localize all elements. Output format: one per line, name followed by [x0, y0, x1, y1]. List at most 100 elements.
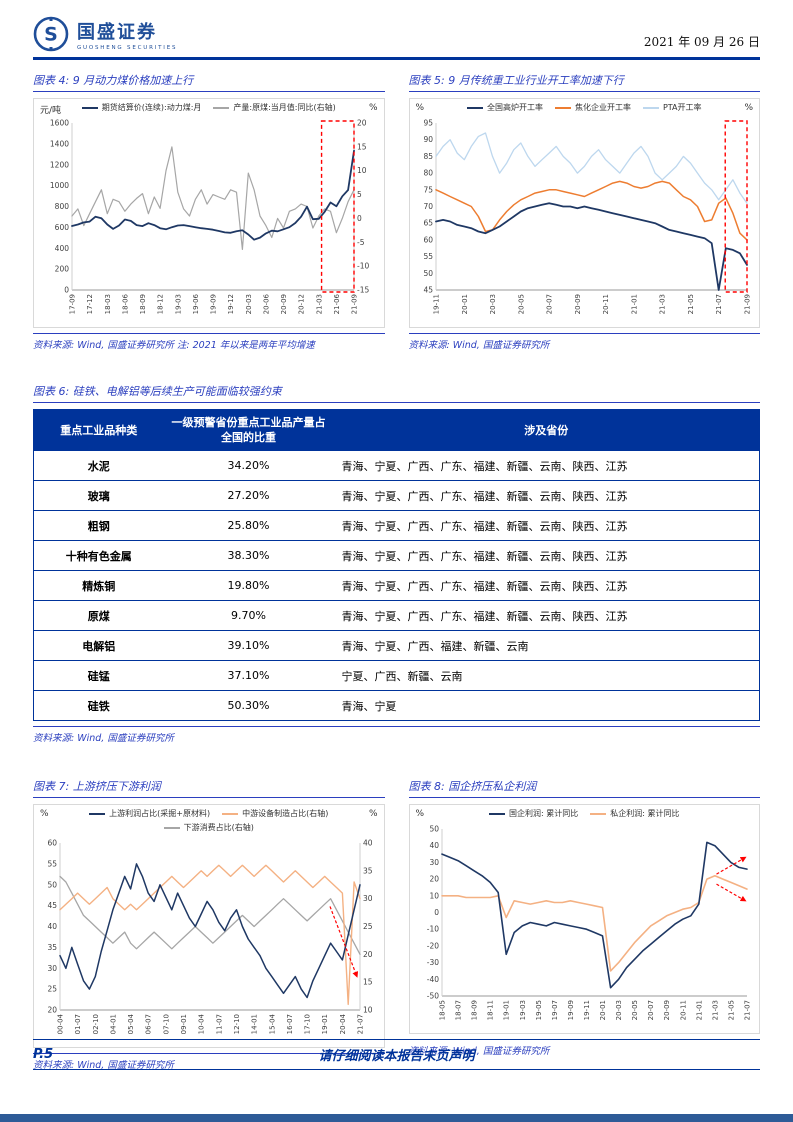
figure-5: 图表 5: 9 月传统重工业行业开工率加速下行 % % 全国高炉开工率 焦化企业开…: [408, 72, 760, 351]
svg-text:1200: 1200: [50, 160, 69, 169]
figure-8-legend: 国企利润: 累计同比 私企利润: 累计同比: [438, 808, 732, 820]
legend-label: 全国高炉开工率: [486, 103, 543, 112]
svg-text:20-04: 20-04: [339, 1013, 347, 1034]
svg-text:20-05: 20-05: [517, 294, 525, 314]
svg-text:19-07: 19-07: [550, 1000, 558, 1020]
legend-item: 中游设备制造占比(右轴): [222, 808, 328, 820]
legend-item: 全国高炉开工率: [466, 102, 543, 114]
legend-item: 焦化企业开工率: [554, 102, 631, 114]
brand-logo: S 国盛证券 GUOSHENG SECURITIES: [33, 16, 177, 52]
svg-text:0: 0: [434, 908, 439, 917]
product-name-cell: 精炼铜: [33, 570, 164, 601]
svg-text:14-01: 14-01: [251, 1014, 259, 1034]
svg-text:19-09: 19-09: [210, 294, 218, 314]
svg-text:20-07: 20-07: [647, 1000, 655, 1020]
axis-unit-left: %: [415, 103, 425, 113]
industry-table: 重点工业品种类 一级预警省份重点工业品产量占全国的比重 涉及省份 水泥 34.20% 青…: [33, 409, 760, 721]
svg-text:-5: -5: [357, 238, 365, 247]
legend-line-swatch: [81, 107, 98, 109]
svg-text:45: 45: [47, 901, 57, 910]
figure-8: 图表 8: 国企挤压私企利润 % 国企利润: 累计同比 私企利润: 累计同比 -5…: [408, 778, 760, 1071]
svg-text:35: 35: [363, 866, 373, 875]
legend-label: 中游设备制造占比(右轴): [242, 809, 329, 818]
figure-8-chart-card: % 国企利润: 累计同比 私企利润: 累计同比 -50 -40 -30 -20 -10 0 1…: [408, 804, 760, 1034]
svg-text:07-10: 07-10: [162, 1014, 170, 1034]
svg-text:90: 90: [423, 135, 433, 144]
legend-line-swatch: [590, 813, 607, 815]
legend-line-swatch: [642, 107, 659, 109]
svg-text:20-01: 20-01: [599, 1000, 607, 1020]
svg-text:17-10: 17-10: [304, 1014, 312, 1034]
svg-text:10: 10: [357, 166, 367, 175]
provinces-cell: 宁夏、广西、新疆、云南: [333, 660, 760, 691]
svg-text:19-03: 19-03: [174, 294, 182, 314]
provinces-cell: 青海、宁夏、广西、广东、福建、新疆、云南、陕西、江苏: [333, 570, 760, 601]
svg-text:25: 25: [47, 985, 57, 994]
figure-7: 图表 7: 上游挤压下游利润 % % 上游利润占比(采掘+原材料) 中游设备制造占…: [33, 778, 385, 1071]
svg-text:20-03: 20-03: [245, 294, 253, 314]
figure-7-legend: 上游利润占比(采掘+原材料) 中游设备制造占比(右轴) 下游消费占比(右轴): [62, 808, 356, 834]
svg-text:1400: 1400: [50, 139, 69, 148]
svg-text:40: 40: [363, 839, 373, 848]
table-row: 玻璃 27.20% 青海、宁夏、广西、广东、福建、新疆、云南、陕西、江苏: [33, 480, 760, 511]
svg-text:09-01: 09-01: [180, 1014, 188, 1034]
svg-text:40: 40: [429, 841, 439, 850]
svg-text:-50: -50: [426, 992, 438, 1001]
legend-item: 国企利润: 累计同比: [489, 808, 578, 820]
legend-line-swatch: [222, 813, 239, 815]
share-cell: 19.80%: [163, 570, 334, 601]
product-name-cell: 粗钢: [33, 510, 164, 541]
legend-label: 上游利润占比(采掘+原材料): [109, 809, 211, 818]
share-cell: 34.20%: [163, 450, 334, 481]
product-name-cell: 电解铝: [33, 630, 164, 661]
svg-text:1000: 1000: [50, 181, 69, 190]
svg-text:19-03: 19-03: [518, 1000, 526, 1020]
svg-text:18-09: 18-09: [470, 1000, 478, 1020]
svg-text:19-11: 19-11: [582, 1000, 590, 1020]
svg-text:17-09: 17-09: [69, 294, 77, 314]
svg-text:20-03: 20-03: [489, 294, 497, 314]
bottom-accent-bar: [0, 1114, 793, 1122]
figure-row-bottom: 图表 7: 上游挤压下游利润 % % 上游利润占比(采掘+原材料) 中游设备制造占…: [33, 778, 760, 1071]
svg-text:85: 85: [423, 152, 433, 161]
table-row: 精炼铜 19.80% 青海、宁夏、广西、广东、福建、新疆、云南、陕西、江苏: [33, 570, 760, 601]
svg-text:19-12: 19-12: [227, 294, 235, 314]
svg-text:-30: -30: [426, 958, 438, 967]
svg-text:21-03: 21-03: [315, 294, 323, 314]
svg-text:18-07: 18-07: [454, 1000, 462, 1020]
svg-text:75: 75: [423, 185, 433, 194]
share-cell: 50.30%: [163, 690, 334, 721]
table-row: 硅锰 37.10% 宁夏、广西、新疆、云南: [33, 660, 760, 691]
figure-6: 图表 6: 硅铁、电解铝等后续生产可能面临较强约束 重点工业品种类 一级预警省份重…: [33, 383, 760, 744]
svg-text:06-07: 06-07: [145, 1014, 153, 1034]
svg-text:20-09: 20-09: [663, 1000, 671, 1020]
header-rule: [33, 57, 760, 60]
svg-text:18-05: 18-05: [438, 1000, 446, 1020]
brand-text: 国盛证券 GUOSHENG SECURITIES: [77, 18, 177, 51]
legend-line-swatch: [466, 107, 483, 109]
industry-table-head: 重点工业品种类 一级预警省份重点工业品产量占全国的比重 涉及省份: [33, 409, 760, 451]
svg-text:00-04: 00-04: [57, 1013, 65, 1034]
table-row: 水泥 34.20% 青海、宁夏、广西、广东、福建、新疆、云南、陕西、江苏: [33, 450, 760, 481]
svg-text:19-01: 19-01: [502, 1000, 510, 1020]
legend-line-swatch: [554, 107, 571, 109]
svg-text:60: 60: [47, 839, 57, 848]
svg-text:05-04: 05-04: [127, 1013, 135, 1034]
share-cell: 38.30%: [163, 540, 334, 571]
svg-text:30: 30: [47, 964, 57, 973]
legend-line-swatch: [163, 827, 180, 829]
svg-text:11-07: 11-07: [215, 1014, 223, 1034]
legend-label: 下游消费占比(右轴): [183, 823, 254, 832]
svg-text:30: 30: [429, 858, 439, 867]
axis-unit-right: %: [368, 103, 378, 113]
figure-8-title: 图表 8: 国企挤压私企利润: [408, 778, 760, 798]
svg-text:18-11: 18-11: [486, 1000, 494, 1020]
report-page: S 国盛证券 GUOSHENG SECURITIES 2021 年 09 月 2…: [33, 16, 760, 1071]
legend-item: 下游消费占比(右轴): [163, 822, 254, 834]
figure-6-title: 图表 6: 硅铁、电解铝等后续生产可能面临较强约束: [33, 383, 760, 403]
figure-5-chart-card: % % 全国高炉开工率 焦化企业开工率 PTA开工率 45 50 55 60 65 70 75 8…: [408, 98, 760, 328]
figure-5-title: 图表 5: 9 月传统重工业行业开工率加速下行: [408, 72, 760, 92]
axis-unit-right: %: [368, 809, 378, 819]
axis-unit-left: %: [415, 809, 425, 819]
svg-text:20-03: 20-03: [615, 1000, 623, 1020]
